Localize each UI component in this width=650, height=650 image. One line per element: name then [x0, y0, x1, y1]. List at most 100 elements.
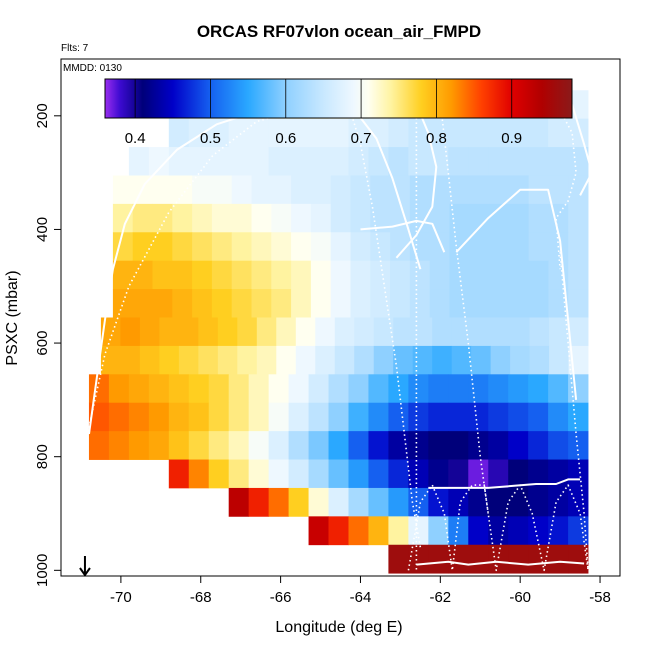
heatmap-cell: [330, 232, 351, 262]
heatmap-cell: [148, 402, 170, 432]
x-tick-label: -62: [429, 589, 451, 606]
colorbar-tick-label: 0.6: [275, 130, 296, 147]
flights-count: Flts: 7: [61, 43, 89, 54]
heatmap-cell: [350, 289, 371, 318]
flight-track-dotted: [407, 484, 589, 572]
heatmap-cell: [448, 147, 469, 176]
heatmap-cell: [192, 175, 213, 205]
heatmap-cell: [208, 374, 230, 404]
heatmap-cell: [508, 260, 530, 290]
heatmap-cell: [168, 118, 190, 148]
heatmap-cell: [328, 431, 349, 460]
heatmap-cell: [315, 317, 336, 347]
heatmap-cell: [529, 345, 550, 375]
heatmap-cell: [132, 232, 153, 262]
heatmap-cell: [248, 374, 270, 404]
heatmap-cell: [408, 487, 429, 517]
heatmap-cell: [228, 402, 250, 432]
heatmap-cell: [548, 516, 569, 546]
heatmap-cell: [328, 487, 349, 517]
y-axis: 200 400 600 800 1000: [34, 103, 61, 587]
heatmap-cell: [88, 431, 110, 460]
heatmap-cell: [350, 203, 371, 233]
y-tick-label: 800: [34, 444, 51, 469]
heatmap-cell: [328, 147, 349, 176]
heatmap-cell: [568, 487, 589, 517]
heatmap-cell: [211, 232, 233, 262]
heatmap-cell: [488, 402, 509, 432]
heatmap-cell: [508, 487, 529, 517]
heatmap-cell: [548, 402, 569, 432]
heatmap-cell: [451, 345, 472, 375]
heatmap-cell: [198, 317, 219, 347]
flight-track-solid: [571, 104, 593, 196]
heatmap-cell: [188, 147, 210, 176]
heatmap-cell: [350, 232, 371, 262]
heatmap-cell: [408, 459, 429, 489]
heatmap-cell: [428, 374, 449, 404]
heatmap-cell: [310, 203, 332, 233]
heatmap-cell: [508, 374, 529, 404]
heatmap-cell: [388, 516, 409, 546]
heatmap-cell: [368, 402, 389, 432]
heatmap-cell: [548, 431, 569, 460]
heatmap-cell: [568, 459, 589, 489]
heatmap-cell: [288, 459, 309, 489]
heatmap-cell: [368, 374, 389, 404]
heatmap-cell: [231, 232, 252, 262]
heatmap-cell: [192, 232, 213, 262]
heatmap-cell: [108, 402, 130, 432]
heatmap-cell: [120, 317, 141, 347]
x-tick-label: -66: [270, 589, 292, 606]
heatmap-cell: [448, 431, 469, 460]
heatmap-cell: [568, 289, 589, 318]
heatmap-cell: [528, 289, 549, 318]
heatmap-cell: [271, 175, 292, 205]
heatmap-cell: [549, 345, 569, 375]
heatmap-cell: [271, 203, 292, 233]
heatmap-cell: [228, 459, 250, 489]
heatmap-cell: [568, 317, 589, 347]
heatmap-cell: [568, 232, 589, 262]
heatmap-cell: [231, 289, 252, 318]
heatmap-cell: [368, 459, 389, 489]
heatmap-cell: [510, 317, 531, 347]
heatmap-cell: [549, 317, 569, 347]
heatmap-cell: [291, 260, 312, 290]
heatmap-cell: [388, 402, 409, 432]
heatmap-cell: [178, 317, 199, 347]
heatmap-cell: [152, 289, 173, 318]
heatmap-cell: [528, 544, 549, 574]
heatmap-cell: [248, 402, 270, 432]
heatmap-cell: [468, 147, 489, 176]
heatmap-cell: [489, 260, 510, 290]
flight-track-dotted: [439, 101, 489, 514]
heatmap-cell: [291, 232, 312, 262]
heatmap-cell: [168, 374, 190, 404]
heatmap-cell: [188, 431, 210, 460]
heatmap-cell: [388, 374, 409, 404]
heatmap-cell: [432, 345, 453, 375]
heatmap-cell: [330, 260, 351, 290]
heatmap-cell: [248, 147, 270, 176]
heatmap-cell: [188, 374, 210, 404]
heatmap-cell: [508, 431, 529, 460]
heatmap-cell: [449, 289, 470, 318]
heatmap-cell: [370, 260, 391, 290]
heatmap-cell: [330, 203, 351, 233]
heatmap-cell: [308, 118, 329, 148]
heatmap-cell: [288, 402, 309, 432]
heatmap-cell: [468, 516, 489, 546]
heatmap-cell: [408, 147, 429, 176]
heatmap-cell: [295, 317, 316, 347]
colorbar-tick-label: 0.8: [426, 130, 447, 147]
heatmap-cell: [548, 175, 569, 205]
y-tick-label: 600: [34, 331, 51, 356]
heatmap-cell: [528, 118, 549, 148]
heatmap-cell: [409, 175, 431, 205]
heatmap-cell: [548, 260, 569, 290]
heatmap-cell: [432, 317, 453, 347]
heatmap-cell: [348, 118, 369, 148]
heatmap-cell: [388, 118, 409, 148]
heatmap-cell: [330, 289, 351, 318]
